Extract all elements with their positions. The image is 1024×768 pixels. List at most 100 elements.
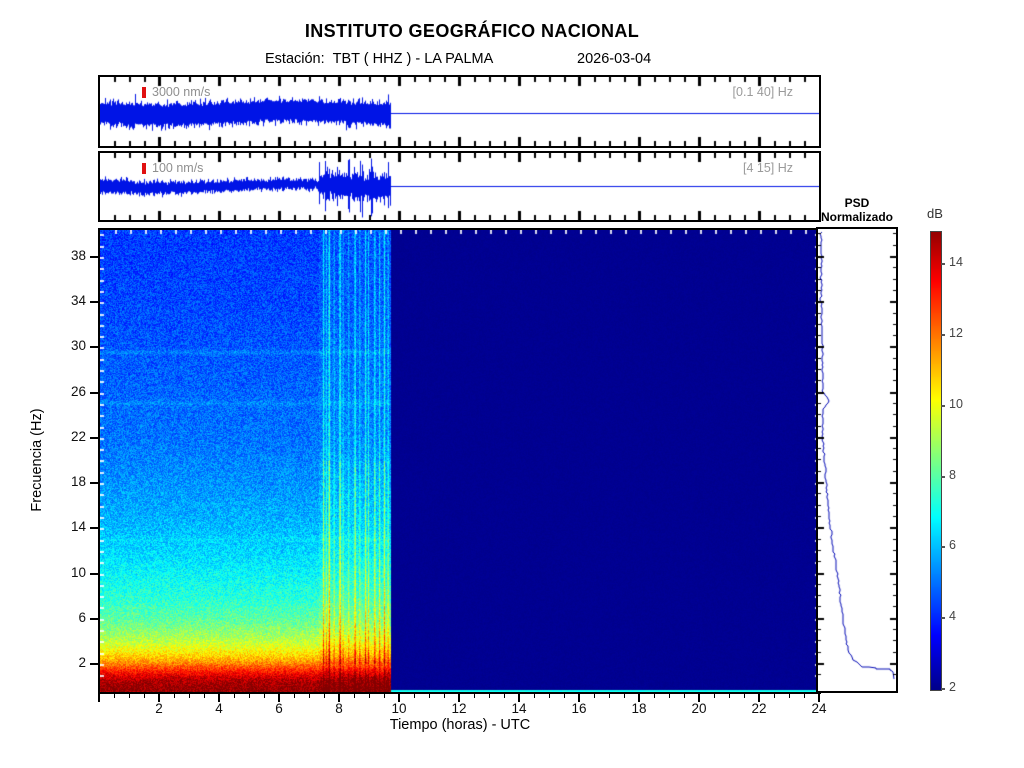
x-axis-minor-tick <box>174 694 175 698</box>
y-axis-major-tick <box>90 436 98 439</box>
x-axis-minor-tick <box>444 694 445 698</box>
x-tick-label: 4 <box>215 701 223 716</box>
station-subtitle: Estación: TBT ( HHZ ) - LA PALMA <box>265 51 493 67</box>
x-axis-minor-tick <box>294 694 295 698</box>
x-axis-minor-tick <box>249 694 250 698</box>
y-tick-label: 22 <box>70 428 86 444</box>
y-axis-label: Frecuencia (Hz) <box>29 408 45 512</box>
x-axis-major-tick <box>638 694 640 702</box>
spectrogram-panel <box>98 228 821 694</box>
x-axis-minor-tick <box>129 694 130 698</box>
x-axis-major-tick <box>98 694 100 702</box>
x-axis-minor-tick <box>789 694 790 698</box>
x-axis-major-tick <box>458 694 460 702</box>
colorbar-tick-label: 2 <box>949 680 956 694</box>
colorbar-tick-label: 14 <box>949 255 963 270</box>
x-tick-label: 22 <box>751 701 767 716</box>
psd-curve <box>818 229 896 691</box>
x-axis-minor-tick <box>234 694 235 698</box>
x-axis-minor-tick <box>654 694 655 698</box>
y-tick-label: 10 <box>70 564 86 580</box>
x-tick-label: 20 <box>691 701 707 716</box>
colorbar-tick <box>941 334 945 336</box>
x-axis-minor-tick <box>204 694 205 698</box>
x-axis-minor-tick <box>264 694 265 698</box>
y-tick-label: 26 <box>70 383 86 399</box>
x-axis-minor-tick <box>729 694 730 698</box>
y-axis-major-tick <box>90 527 98 530</box>
x-axis-minor-tick <box>774 694 775 698</box>
colorbar-tick <box>941 475 945 478</box>
y-axis-major-tick <box>90 255 98 258</box>
x-axis-minor-tick <box>414 694 415 698</box>
date-label: 2026-03-04 <box>577 51 652 67</box>
x-axis-minor-tick <box>744 694 745 698</box>
y-tick-label: 30 <box>70 338 86 354</box>
scale-label: 100 nm/s <box>152 161 204 175</box>
x-axis-minor-tick <box>804 694 805 698</box>
seismogram-filtered-panel: 100 nm/s [4 15] Hz <box>98 151 821 222</box>
x-axis-minor-tick <box>684 694 685 698</box>
x-axis-minor-tick <box>534 694 535 698</box>
x-tick-label: 24 <box>811 701 827 716</box>
x-axis-major-tick <box>518 694 520 702</box>
colorbar-tick <box>941 546 945 549</box>
colorbar-tick <box>941 688 945 690</box>
x-axis-minor-tick <box>624 694 625 698</box>
psd-panel-title: PSD Normalizado <box>820 196 894 224</box>
x-axis-major-tick <box>338 694 340 702</box>
colorbar-tick-label: 4 <box>949 609 956 624</box>
y-tick-label: 6 <box>78 609 86 625</box>
x-axis-major-tick <box>698 694 700 702</box>
x-axis-major-tick <box>158 694 160 702</box>
x-axis-minor-tick <box>369 694 370 698</box>
x-axis-minor-tick <box>114 694 115 698</box>
psd-normalized-panel <box>816 227 898 693</box>
x-axis-minor-tick <box>474 694 475 698</box>
y-axis-major-tick <box>90 663 98 665</box>
x-axis-minor-tick <box>429 694 430 698</box>
station-value: TBT ( HHZ ) - LA PALMA <box>332 51 494 67</box>
y-axis-major-tick <box>90 391 98 394</box>
seismogram-broadband-waveform <box>100 77 819 146</box>
filter-band-label: [0.1 40] Hz <box>732 85 793 99</box>
x-axis-major-tick <box>818 694 820 702</box>
x-axis-minor-tick <box>144 694 145 698</box>
x-tick-label: 16 <box>571 701 587 716</box>
station-label: Estación: <box>265 51 325 67</box>
colorbar-gradient <box>931 232 941 690</box>
colorbar-tick <box>941 263 945 266</box>
y-tick-label: 2 <box>78 655 86 670</box>
x-axis-minor-tick <box>594 694 595 698</box>
x-axis-minor-tick <box>669 694 670 698</box>
x-axis-minor-tick <box>504 694 505 698</box>
x-axis-minor-tick <box>609 694 610 698</box>
y-tick-label: 34 <box>70 293 86 309</box>
page-title: INSTITUTO GEOGRÁFICO NACIONAL <box>304 21 640 41</box>
x-axis-major-tick <box>218 694 220 702</box>
colorbar-tick <box>941 617 945 620</box>
x-tick-label: 2 <box>155 701 163 716</box>
x-axis-minor-tick <box>489 694 490 698</box>
scale-bar-icon <box>142 87 146 98</box>
seismogram-broadband-panel: 3000 nm/s [0.1 40] Hz <box>98 75 821 148</box>
x-axis-major-tick <box>578 694 580 702</box>
x-axis-minor-tick <box>189 694 190 698</box>
x-tick-label: 10 <box>391 701 407 716</box>
colorbar-tick-label: 8 <box>949 467 956 482</box>
x-axis-minor-tick <box>549 694 550 698</box>
x-tick-label: 12 <box>451 701 467 716</box>
x-tick-label: 14 <box>511 701 527 716</box>
colorbar <box>930 231 942 691</box>
x-axis-minor-tick <box>324 694 325 698</box>
y-axis-major-tick <box>90 301 98 304</box>
filter-band-label: [4 15] Hz <box>742 161 793 175</box>
scale-label: 3000 nm/s <box>152 85 211 99</box>
seismogram-filtered-waveform <box>100 153 819 220</box>
x-axis-minor-tick <box>354 694 355 698</box>
x-axis-label: Tiempo (horas) - UTC <box>389 717 531 733</box>
colorbar-tick-label: 6 <box>949 538 956 553</box>
x-tick-label: 6 <box>275 701 283 716</box>
y-tick-label: 18 <box>70 474 86 490</box>
